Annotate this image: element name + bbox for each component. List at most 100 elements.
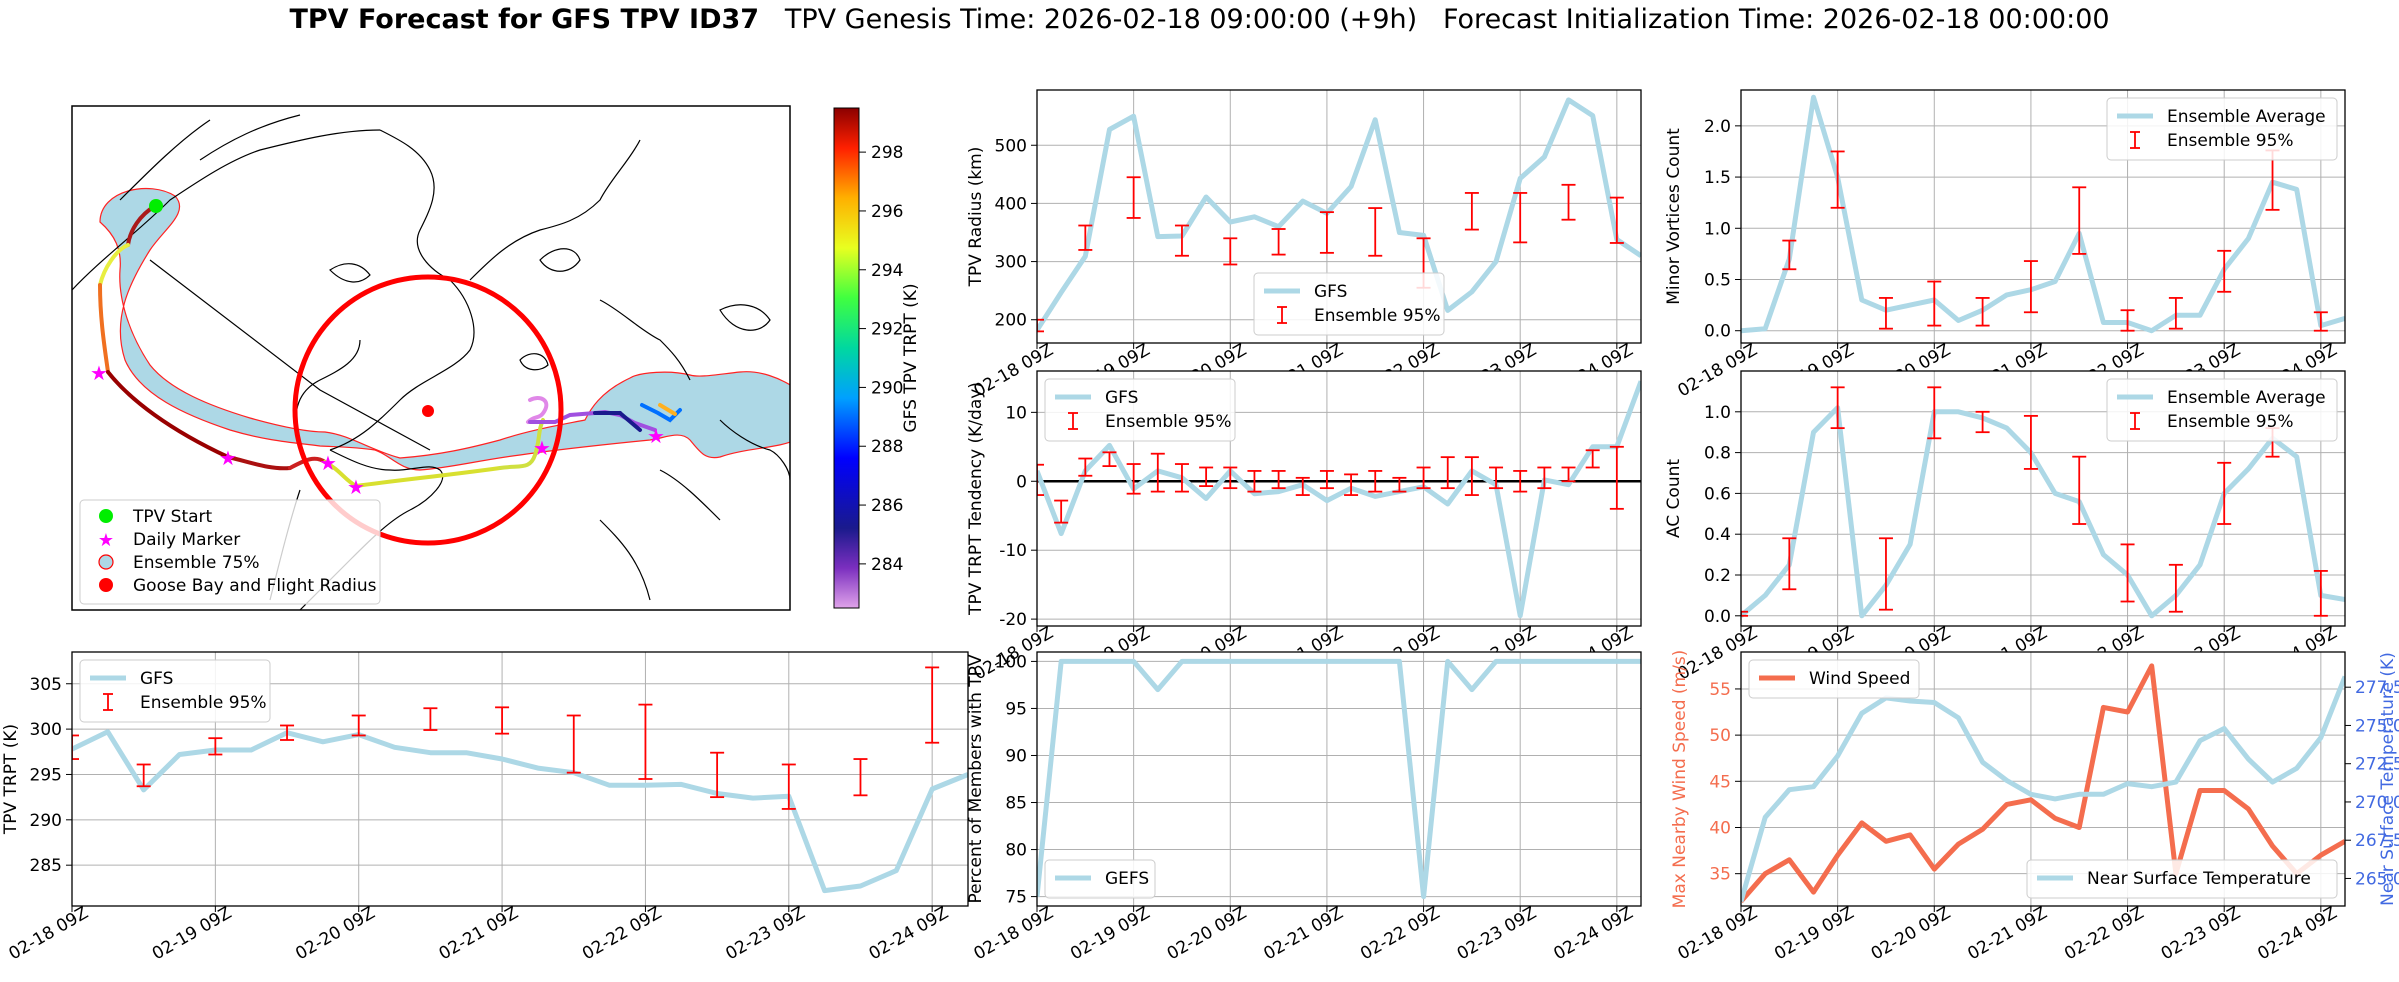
legend-minor: Ensemble Average Ensemble 95%: [2106, 97, 2338, 161]
ensemble-95-bar: [1223, 466, 1238, 490]
y-tick-label-right: 275.0: [2355, 716, 2399, 736]
ensemble-95-bar: [1464, 456, 1479, 496]
y-tick-label: 500: [995, 136, 1027, 156]
flight-radius-circle: [292, 274, 564, 546]
figure-title-genesis: TPV Genesis Time: 2026-02-18 09:00:00 (+…: [784, 4, 1418, 35]
ensemble-95-bar: [1741, 610, 1748, 617]
figure-title-main: TPV Forecast for GFS TPV ID37: [289, 4, 760, 35]
colorbar-label: GFS TPV TRPT (K): [901, 283, 921, 432]
y-axis-label: AC Count: [1664, 459, 1684, 538]
y-tick-label-right: 267.5: [2355, 831, 2399, 851]
y-tick-label: 0.2: [1704, 566, 1731, 586]
legend-ensemble-icon: [98, 554, 114, 570]
y-tick-label: 1.5: [1704, 168, 1731, 188]
ensemble-95-bar: [208, 737, 223, 756]
y-tick-label: 0.4: [1704, 525, 1731, 545]
y-tick-label: 40: [1709, 818, 1731, 838]
colorbar-tick-label: 286: [871, 496, 903, 516]
ensemble-95-bar: [1037, 318, 1044, 333]
legend-wind_temp: Wind Speed: [1748, 659, 1920, 699]
ensemble-95-bar: [2168, 297, 2183, 330]
y-tick-label: 300: [30, 720, 62, 740]
chart-members: 02-18 09Z 02-19 09Z 02-20 09Z 02-21 09Z 02-2…: [966, 651, 1642, 964]
ensemble-95-bar: [1464, 192, 1479, 231]
chart-wind_temp: 02-18 09Z 02-19 09Z 02-20 09Z 02-21 09Z 02-2…: [1670, 650, 2399, 965]
ensemble-95-bar: [1416, 466, 1431, 490]
x-tick-label: 02-23 09Z: [2158, 903, 2244, 964]
y-tick-label-right: 270.0: [2355, 793, 2399, 813]
y-tick-label: 285: [30, 856, 62, 876]
x-tick-label: 02-22 09Z: [579, 903, 665, 964]
y-tick-label: 0.8: [1704, 444, 1731, 464]
x-tick-label: 02-18 09Z: [1675, 903, 1761, 964]
y-axis-label: TPV TRPT Tendency (K/day): [966, 382, 986, 616]
chart-trpt: 02-18 09Z 02-19 09Z 02-20 09Z 02-21 09Z 02-2…: [1, 651, 969, 964]
ensemble-95-bar: [1513, 470, 1528, 493]
ensemble-75-shape: [99, 188, 790, 471]
plot-frame: [1036, 370, 1642, 627]
ensemble-95-bar: [1078, 457, 1093, 477]
colorbar-tick-label: 292: [871, 320, 903, 340]
y-tick-label: 95: [1005, 699, 1027, 719]
ensemble-95-bar: [1271, 228, 1286, 256]
x-tick-label: 02-22 09Z: [2061, 903, 2147, 964]
ensemble-95-bar: [1368, 207, 1383, 257]
y-tick-label: 295: [30, 765, 62, 785]
ensemble-95-bar: [853, 758, 868, 797]
ensemble-95-bar: [2120, 543, 2135, 603]
x-tick-label: 02-19 09Z: [149, 903, 235, 964]
y-tick-label: 400: [995, 194, 1027, 214]
series-layer: [1741, 386, 2345, 619]
legend-label: Ensemble Average: [2167, 388, 2326, 408]
svg-text:★: ★: [533, 436, 551, 460]
ensemble-95-bar: [1174, 224, 1189, 257]
y-tick-label: 300: [995, 253, 1027, 273]
y-axis-label-right: Near Surface Temperature (K): [2378, 652, 2398, 906]
ensemble-95-bar: [710, 751, 725, 799]
ensemble-95-bar: [2120, 309, 2135, 332]
y-tick-label-right: 277.5: [2355, 678, 2399, 698]
series-line-near-surface-temperature: [1741, 675, 2345, 903]
ensemble-95-bar: [2072, 455, 2087, 525]
ensemble-95-bar: [1247, 470, 1262, 493]
ensemble-95-bar: [1271, 470, 1286, 490]
ensemble-95-bar: [2168, 563, 2183, 613]
plot-frame: [1740, 651, 2346, 907]
ensemble-95-bar: [1126, 176, 1141, 219]
y-tick-label: 90: [1005, 746, 1027, 766]
legend-label: GFS: [1314, 282, 1347, 302]
plot-frame: [1740, 370, 2346, 627]
ensemble-95-bar: [1295, 476, 1310, 496]
legend-ac: Ensemble Average Ensemble 95%: [2106, 378, 2338, 442]
x-tick-label: 02-19 09Z: [1771, 903, 1857, 964]
x-tick-label: 02-22 09Z: [1357, 903, 1443, 964]
daily-markers: ★ ★ ★ ★ ★ ★: [90, 361, 665, 499]
ensemble-95-bar: [1054, 499, 1069, 524]
x-tick-label: 02-24 09Z: [2254, 903, 2340, 964]
series-line-gefs: [1037, 658, 1641, 900]
colorbar-tick-label: 296: [871, 202, 903, 222]
legend-frame: [79, 659, 271, 723]
legend-label: GFS: [1105, 388, 1138, 408]
series-line-wind-speed: [1741, 663, 2345, 904]
x-tick-label: 02-21 09Z: [1964, 903, 2050, 964]
ensemble-95-bar: [1078, 224, 1093, 251]
plot-frame: [1740, 89, 2346, 344]
colorbar: 284 286 288 290 292 294 296 298 GFS TPV TRPT (K…: [833, 107, 921, 609]
ensemble-95-bar: [1537, 466, 1552, 490]
legend-goose-bay-icon: [99, 578, 113, 592]
legend-frame: [2106, 378, 2338, 442]
legend-start-icon: [99, 509, 113, 523]
figure-title: TPV Forecast for GFS TPV ID37 TPV Genesi…: [0, 4, 2399, 35]
legend-frame: [2106, 97, 2338, 161]
y-tick-label: 35: [1709, 865, 1731, 885]
legend-frame: [1253, 272, 1445, 336]
series-line-gfs: [1037, 97, 1641, 332]
y-tick-label: 305: [30, 675, 62, 695]
x-tick-label: 02-18 09Z: [6, 903, 92, 964]
ensemble-95-bar: [1489, 466, 1504, 490]
series-line-gfs: [1037, 380, 1641, 619]
map-panel: ★ ★ ★ ★ ★ ★ TPV Start ★ Daily Marker Ens…: [71, 105, 921, 611]
legend-members: GEFS: [1044, 859, 1156, 899]
ensemble-95-bar: [1126, 463, 1141, 495]
